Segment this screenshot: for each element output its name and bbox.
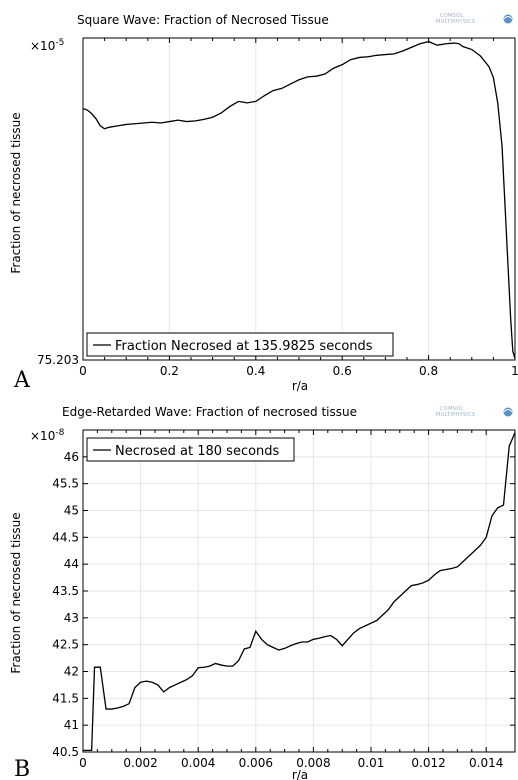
panel-letter-b: B: [14, 757, 30, 780]
grid-a: [82, 38, 516, 361]
y-tick-label: 41.5: [52, 691, 79, 705]
x-axis-label-b: r/a: [292, 768, 308, 780]
svg-text:×10-8: ×10-8: [30, 428, 65, 443]
chart-panel-b: Edge-Retarded Wave: Fraction of necrosed…: [9, 405, 516, 780]
svg-text:×10-5: ×10-5: [30, 38, 64, 53]
x-tick-label: 0.012: [411, 756, 445, 770]
series-line-b: [83, 432, 516, 752]
legend-label-b: Necrosed at 180 seconds: [115, 444, 280, 459]
y-tick-label: 40.5: [52, 745, 79, 759]
grid-b: [82, 430, 515, 753]
x-axis-label-a: r/a: [292, 379, 308, 393]
x-tick-label: 0.4: [246, 364, 265, 378]
panel-letter-a: A: [13, 368, 31, 393]
x-tick-label: 0.008: [296, 756, 330, 770]
y-multiplier-a: ×10-5: [30, 38, 64, 53]
y-multiplier-base-a: ×10: [30, 39, 55, 53]
y-tick-label: 43.5: [52, 584, 79, 598]
x-ticks-a: 0 0.2 0.4 0.6 0.8 1: [79, 38, 518, 378]
y-multiplier-b: ×10-8: [30, 428, 65, 443]
x-ticks-b: 0 0.002 0.004 0.006 0.008 0.01 0.012 0.014: [79, 430, 503, 770]
series-line-a: [82, 40, 516, 359]
y-tick-label: 42.5: [52, 638, 79, 652]
x-tick-label: 0.01: [358, 756, 385, 770]
y-tick-label: 43: [64, 611, 79, 625]
x-tick-label: 0.006: [239, 756, 273, 770]
logo-globe-icon-a: [503, 14, 513, 24]
legend-b: Necrosed at 180 seconds: [86, 437, 295, 462]
x-tick-label: 0.004: [181, 756, 215, 770]
plot-frame-a: [82, 37, 516, 361]
y-tick-label: 42: [64, 665, 79, 679]
legend-label-a: Fraction Necrosed at 135.9825 seconds: [115, 339, 373, 354]
legend-box-b: [86, 437, 295, 462]
comsol-logo-a: COMSOL MULTIPHYSICS: [436, 13, 513, 25]
y-tick-label: 41: [64, 718, 79, 732]
y-tick-label: 46: [64, 450, 79, 464]
chart-panel-a: Square Wave: Fraction of Necrosed Tissue…: [9, 13, 518, 393]
legend-box-a: [86, 332, 394, 357]
y-multiplier-exp-a: -5: [55, 38, 64, 48]
x-tick-label: 0.2: [160, 364, 179, 378]
y-ticks-b: 40.5 41 41.5 42 42.5 43 43.5 44 44.5 45 45.5 46: [52, 450, 515, 759]
x-tick-label: 0.8: [419, 364, 438, 378]
legend-a: Fraction Necrosed at 135.9825 seconds: [86, 332, 394, 357]
y-axis-label-b: Fraction of necrosed tissue: [9, 512, 23, 673]
comsol-logo-b: COMSOL MULTIPHYSICS: [436, 406, 513, 418]
x-tick-label: 0.6: [333, 364, 352, 378]
x-tick-label: 0: [79, 364, 87, 378]
y-axis-label-a: Fraction of necrosed tissue: [9, 112, 23, 273]
x-tick-label: 0.002: [123, 756, 157, 770]
x-tick-label: 0.014: [469, 756, 503, 770]
y-tick-label: 44.5: [52, 530, 79, 544]
y-ticks-a: 75.203: [37, 353, 515, 367]
chart-title-a: Square Wave: Fraction of Necrosed Tissue: [77, 13, 329, 27]
logo-text-a-2: MULTIPHYSICS: [436, 19, 475, 25]
y-tick-label: 45.5: [52, 477, 79, 491]
logo-text-b-2: MULTIPHYSICS: [436, 412, 475, 418]
y-multiplier-base-b: ×10: [30, 429, 55, 443]
x-tick-label: 0: [79, 756, 87, 770]
y-tick-label: 44: [64, 557, 79, 571]
logo-globe-icon-b: [503, 407, 513, 417]
chart-title-b: Edge-Retarded Wave: Fraction of necrosed…: [62, 405, 357, 419]
y-tick-label: 45: [64, 504, 79, 518]
y-tick-label: 75.203: [37, 353, 79, 367]
y-multiplier-exp-b: -8: [55, 428, 64, 438]
logo-text-a: COMSOL: [440, 13, 463, 19]
x-tick-label: 1: [511, 364, 518, 378]
logo-text-b: COMSOL: [440, 406, 463, 412]
